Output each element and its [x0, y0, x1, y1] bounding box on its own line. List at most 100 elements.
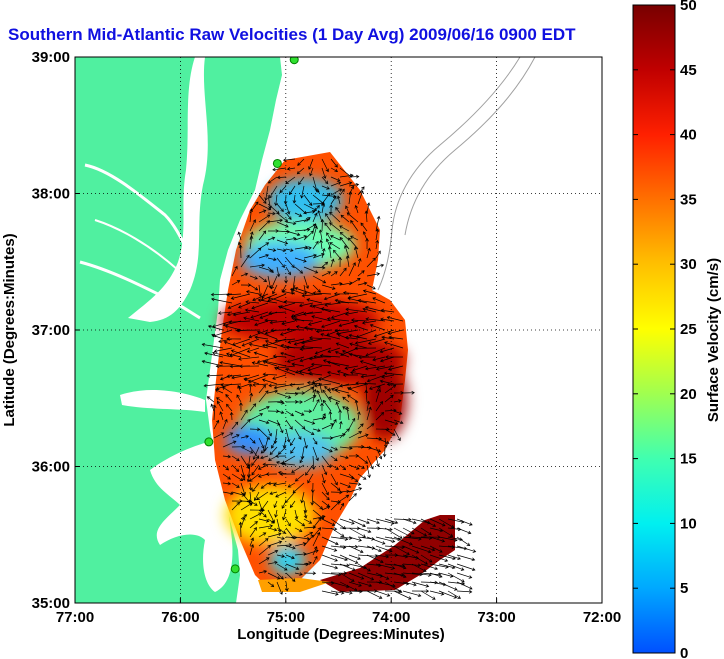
velocity-arrow	[262, 343, 278, 349]
velocity-arrow	[262, 372, 278, 377]
colorbar-tick-label: 50	[680, 0, 697, 14]
velocity-arrow	[348, 453, 360, 458]
velocity-arrow	[320, 218, 325, 232]
velocity-arrow	[312, 223, 317, 232]
velocity-arrow	[357, 518, 370, 525]
velocity-arrow	[303, 217, 311, 223]
velocity-arrow	[345, 307, 368, 313]
velocity-arrow	[321, 284, 336, 290]
velocity-arrow	[219, 411, 224, 421]
velocity-arrow	[248, 383, 253, 394]
velocity-arrow	[226, 311, 242, 317]
velocity-arrow	[229, 347, 251, 357]
velocity-arrow	[285, 518, 291, 527]
velocity-arrow	[438, 536, 458, 542]
velocity-arrow	[339, 572, 355, 582]
grid-lines	[75, 57, 602, 603]
velocity-arrow	[330, 455, 338, 462]
velocity-arrow	[238, 244, 243, 259]
velocity-arrow	[246, 473, 251, 483]
velocity-arrow	[344, 311, 359, 316]
velocity-arrow	[357, 563, 371, 572]
velocity-arrow	[380, 317, 395, 322]
velocity-arrow	[337, 300, 359, 304]
velocity-arrow	[285, 428, 291, 443]
velocity-arrow	[429, 554, 449, 562]
velocity-arrow	[312, 531, 321, 547]
velocity-arrow	[330, 571, 348, 576]
velocity-arrow	[321, 436, 334, 440]
velocity-arrow	[393, 428, 401, 442]
velocity-arrow	[301, 344, 323, 349]
colorbar-tick-label: 40	[680, 127, 697, 144]
velocity-arrow	[258, 569, 268, 574]
velocity-arrow	[268, 311, 287, 316]
velocity-arrow	[366, 545, 382, 553]
velocity-arrow	[258, 384, 266, 394]
velocity-arrow	[240, 516, 246, 529]
velocity-arrow	[318, 382, 323, 394]
velocity-arrow	[324, 302, 341, 307]
velocity-arrow	[369, 323, 386, 331]
velocity-arrow	[330, 195, 337, 205]
velocity-arrow	[354, 346, 377, 351]
velocity-arrow	[323, 293, 341, 301]
velocity-arrow	[201, 359, 224, 367]
velocity-arrow	[312, 428, 321, 433]
velocity-arrow	[249, 544, 255, 556]
velocity-arrow	[281, 500, 287, 509]
velocity-arrow	[294, 428, 302, 440]
velocity-arrow	[312, 546, 318, 556]
velocity-arrow	[290, 437, 296, 446]
velocity-arrow	[330, 527, 345, 537]
velocity-arrow	[329, 242, 341, 250]
velocity-arrow	[328, 410, 333, 421]
velocity-arrow	[225, 393, 233, 403]
velocity-arrow	[285, 563, 300, 571]
velocity-arrow	[339, 554, 359, 564]
velocity-arrow	[249, 521, 258, 529]
x-tick-label: 75:00	[267, 609, 305, 626]
velocity-arrow	[364, 210, 369, 223]
velocity-arrow	[330, 258, 335, 268]
velocity-arrow	[321, 423, 334, 430]
velocity-arrow	[294, 419, 306, 430]
y-axis-label: Latitude (Degrees:Minutes)	[1, 233, 18, 426]
y-tick-label: 35:00	[32, 595, 70, 612]
rappahannock-river	[94, 219, 179, 271]
velocity-arrow	[216, 397, 224, 403]
velocity-arrow	[251, 302, 269, 310]
velocity-arrow	[339, 236, 350, 250]
velocity-arrow	[312, 275, 327, 284]
y-tick-label: 36:00	[32, 459, 70, 476]
velocity-arrow	[231, 482, 240, 488]
velocity-arrow	[256, 491, 269, 501]
velocity-arrow	[285, 572, 296, 582]
velocity-arrow	[203, 383, 224, 388]
velocity-arrow	[294, 257, 307, 263]
velocity-arrow	[272, 284, 278, 295]
velocity-arrow	[256, 330, 278, 340]
velocity-arrow	[348, 333, 368, 340]
x-axis: 77:00 76:00 75:00 74:00 73:00 72:00	[56, 598, 621, 626]
velocity-arrow	[231, 265, 238, 277]
velocity-arrow	[272, 167, 287, 172]
velocity-arrow	[372, 356, 386, 362]
velocity-arrow	[358, 355, 377, 360]
velocity-arrow	[258, 509, 267, 518]
velocity-arrow	[272, 482, 287, 487]
velocity-arrow	[386, 315, 404, 322]
velocity-arrow	[354, 204, 359, 214]
velocity-arrow	[438, 581, 458, 591]
velocity-arrow	[312, 381, 316, 394]
velocity-arrow	[438, 563, 456, 570]
velocity-arrow	[367, 338, 386, 345]
velocity-arrow	[285, 176, 296, 185]
velocity-arrow	[365, 347, 386, 357]
velocity-arrow	[379, 347, 395, 354]
velocity-arrow	[274, 366, 296, 376]
velocity-arrow	[285, 212, 292, 220]
velocity-arrow	[272, 374, 287, 380]
velocity-arrow	[326, 317, 350, 322]
velocity-arrow	[240, 446, 254, 454]
